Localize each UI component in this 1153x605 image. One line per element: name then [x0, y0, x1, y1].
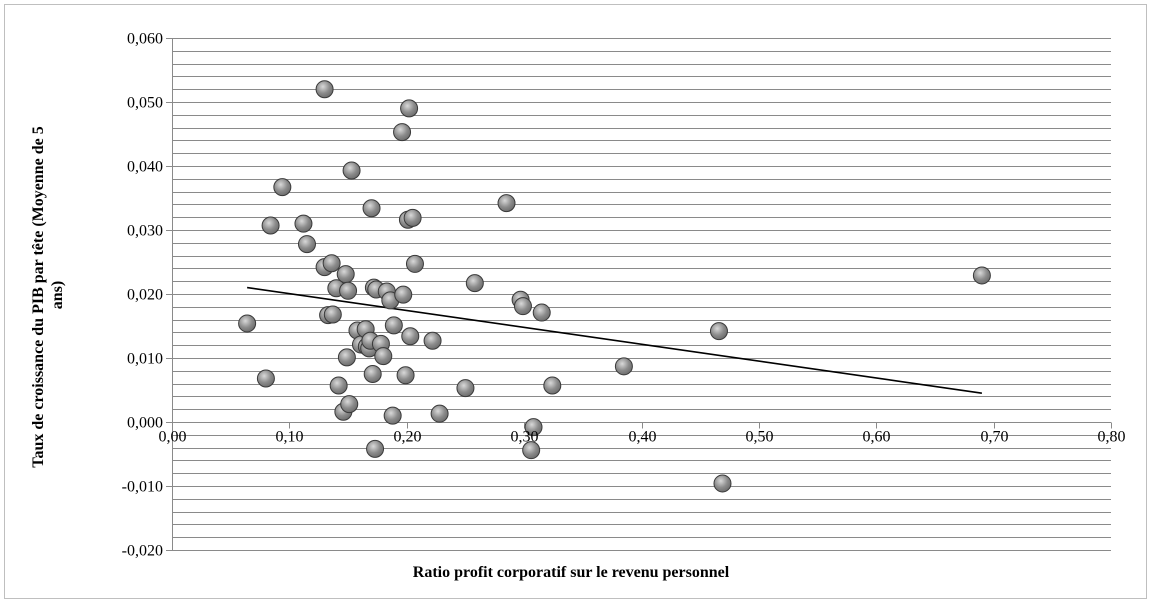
- data-point: [363, 365, 382, 383]
- x-tick-label: 0,80: [1098, 429, 1126, 446]
- y-tick-label: 0,040: [127, 159, 163, 176]
- points-layer: [238, 80, 991, 493]
- grid-layer: [172, 38, 1111, 551]
- data-point: [297, 235, 316, 254]
- data-point: [497, 194, 516, 213]
- trendline-layer: [247, 286, 983, 394]
- x-tick-label: 0,70: [981, 429, 1009, 446]
- data-point: [336, 265, 355, 284]
- data-point: [256, 369, 275, 388]
- y-axis-title-line-2: ans): [49, 281, 66, 309]
- data-point: [294, 214, 313, 233]
- y-axis-title-line-1: Taux de croissance du PIB par tête (Moye…: [30, 126, 47, 467]
- data-point: [405, 254, 424, 273]
- data-point: [394, 285, 413, 304]
- x-tick-label: 0,00: [159, 429, 187, 446]
- y-axis-title: Taux de croissance du PIB par tête (Moye…: [30, 122, 66, 467]
- x-tick-label: 0,50: [746, 429, 774, 446]
- scatter-chart: 0,060 0,050 0,040 0,030 0,020 0,010 0,000 -0,01…: [30, 31, 1126, 582]
- data-point: [340, 395, 359, 414]
- data-point: [403, 208, 422, 227]
- data-point: [383, 406, 402, 425]
- data-point: [522, 441, 541, 460]
- data-point: [713, 474, 732, 493]
- x-tick-label: 0,30: [511, 429, 539, 446]
- x-tick-label: 0,60: [863, 429, 891, 446]
- data-point: [261, 216, 280, 235]
- data-point: [322, 254, 341, 273]
- data-point: [400, 99, 419, 118]
- data-point: [396, 366, 415, 385]
- y-tick-label: 0,030: [127, 223, 163, 240]
- data-point: [401, 327, 420, 346]
- trendline: [247, 286, 983, 394]
- data-point: [543, 376, 562, 395]
- x-tick-label: 0,40: [629, 429, 657, 446]
- axis-layer: [166, 38, 1112, 551]
- data-point: [456, 379, 475, 398]
- x-tick-label: 0,20: [394, 429, 422, 446]
- data-point: [342, 161, 361, 180]
- data-point: [374, 347, 393, 366]
- data-point: [709, 322, 728, 341]
- y-tick-label: -0,020: [122, 543, 163, 560]
- y-tick-label: -0,010: [122, 479, 163, 496]
- data-point: [273, 178, 292, 197]
- data-point: [532, 303, 551, 322]
- data-point: [972, 266, 991, 285]
- y-tick-label: 0,000: [127, 415, 163, 432]
- data-point: [337, 348, 356, 367]
- data-point: [384, 316, 403, 335]
- data-point: [238, 314, 257, 333]
- data-point: [513, 297, 532, 316]
- data-point: [339, 281, 358, 300]
- y-tick-label: 0,050: [127, 95, 163, 112]
- data-point: [323, 305, 342, 324]
- data-point: [366, 439, 385, 458]
- y-tick-label: 0,010: [127, 351, 163, 368]
- y-tick-label: 0,020: [127, 287, 163, 304]
- data-point: [362, 199, 381, 218]
- data-point: [524, 418, 543, 437]
- chart-frame: 0,060 0,050 0,040 0,030 0,020 0,010 0,000 -0,01…: [4, 4, 1147, 599]
- data-point: [614, 357, 633, 376]
- data-point: [393, 123, 412, 142]
- data-point: [315, 80, 334, 99]
- data-point: [423, 331, 442, 350]
- data-point: [430, 404, 449, 423]
- y-tick-label: 0,060: [127, 31, 163, 48]
- data-point: [329, 376, 348, 395]
- x-tick-label: 0,10: [276, 429, 304, 446]
- labels-layer: 0,060 0,050 0,040 0,030 0,020 0,010 0,000 -0,01…: [122, 31, 1126, 560]
- data-point: [465, 274, 484, 293]
- x-axis-title: Ratio profit corporatif sur le revenu pe…: [413, 564, 730, 581]
